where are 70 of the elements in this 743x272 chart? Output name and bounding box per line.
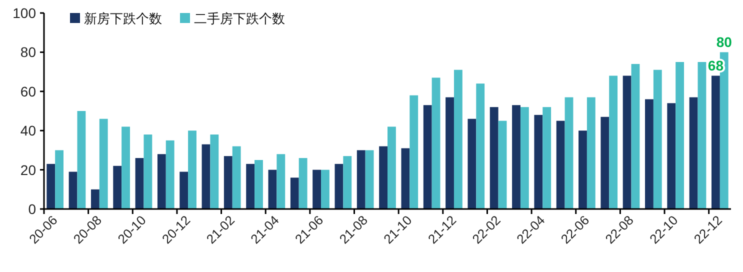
y-tick-label: 20 bbox=[20, 162, 36, 178]
bar bbox=[476, 84, 485, 209]
bar bbox=[202, 144, 210, 209]
bar bbox=[290, 178, 299, 209]
bar bbox=[268, 170, 277, 209]
bar bbox=[246, 164, 255, 209]
bar bbox=[653, 70, 662, 209]
bar bbox=[410, 95, 418, 209]
y-tick-label: 100 bbox=[12, 5, 36, 21]
y-tick-label: 80 bbox=[20, 44, 36, 60]
bar bbox=[343, 156, 352, 209]
bar bbox=[698, 62, 706, 209]
bar bbox=[631, 64, 640, 209]
data-label: 80 bbox=[716, 34, 732, 50]
bar bbox=[55, 150, 64, 209]
bar bbox=[321, 170, 330, 209]
bar bbox=[312, 170, 322, 209]
bar bbox=[512, 105, 520, 209]
bar bbox=[564, 97, 574, 209]
bar bbox=[689, 97, 698, 209]
bar bbox=[600, 116, 610, 209]
bar bbox=[276, 154, 286, 209]
bar bbox=[388, 126, 396, 209]
bar bbox=[578, 130, 587, 209]
bar bbox=[298, 158, 308, 209]
bar bbox=[188, 130, 196, 209]
bar bbox=[232, 146, 241, 209]
bar bbox=[166, 140, 174, 209]
bar bbox=[68, 172, 78, 209]
bar bbox=[556, 120, 565, 209]
bar bbox=[667, 103, 676, 209]
bar bbox=[454, 70, 462, 209]
y-tick-label: 40 bbox=[20, 122, 36, 139]
bar bbox=[432, 78, 440, 209]
bar bbox=[180, 172, 188, 209]
bar bbox=[401, 148, 410, 209]
bar bbox=[468, 118, 476, 209]
y-tick-label: 0 bbox=[28, 201, 36, 217]
bar bbox=[534, 114, 543, 209]
bar bbox=[676, 62, 684, 209]
bar bbox=[46, 164, 56, 209]
bar bbox=[356, 150, 366, 209]
bar bbox=[645, 99, 654, 209]
bar bbox=[254, 160, 263, 209]
bar bbox=[157, 154, 166, 209]
bar bbox=[144, 134, 152, 209]
bar bbox=[520, 107, 529, 209]
bar bbox=[365, 150, 374, 209]
bar bbox=[542, 107, 552, 209]
bar bbox=[609, 76, 618, 209]
bar bbox=[379, 146, 388, 209]
bar bbox=[334, 164, 344, 209]
legend-label: 二手房下跌个数 bbox=[194, 11, 285, 26]
bar bbox=[490, 107, 498, 209]
bar bbox=[210, 134, 219, 209]
bar bbox=[224, 156, 232, 209]
bar bbox=[113, 166, 122, 209]
bar bbox=[135, 158, 144, 209]
bar bbox=[586, 97, 596, 209]
legend-label: 新房下跌个数 bbox=[84, 11, 162, 26]
y-tick-label: 60 bbox=[20, 83, 36, 100]
bar bbox=[122, 126, 130, 209]
bar bbox=[498, 120, 507, 209]
bar bbox=[90, 189, 100, 209]
bar bbox=[622, 76, 632, 209]
bar bbox=[712, 76, 720, 209]
bar bbox=[423, 105, 432, 209]
bar bbox=[99, 118, 108, 209]
bar bbox=[446, 97, 454, 209]
bar bbox=[77, 111, 86, 209]
